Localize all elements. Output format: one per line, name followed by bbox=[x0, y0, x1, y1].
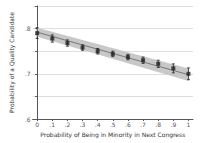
svg-text:Probability of Being in Minori: Probability of Being in Minority in Next… bbox=[40, 131, 185, 139]
svg-text:.4: .4 bbox=[95, 121, 101, 128]
svg-text:.6: .6 bbox=[25, 116, 31, 123]
svg-text:.6: .6 bbox=[125, 121, 131, 128]
svg-text:0: 0 bbox=[35, 121, 39, 128]
svg-text:.7: .7 bbox=[140, 121, 146, 128]
svg-text:.9: .9 bbox=[170, 121, 176, 128]
svg-text:.3: .3 bbox=[80, 121, 86, 128]
svg-text:.2: .2 bbox=[65, 121, 71, 128]
svg-text:.7: .7 bbox=[25, 70, 31, 77]
svg-text:.1: .1 bbox=[49, 121, 55, 128]
svg-text:.8: .8 bbox=[25, 25, 31, 32]
svg-text:Probability of a Quality Candi: Probability of a Quality Candidate bbox=[8, 12, 16, 113]
svg-text:1: 1 bbox=[187, 121, 191, 128]
svg-text:.8: .8 bbox=[155, 121, 161, 128]
svg-text:.5: .5 bbox=[110, 121, 116, 128]
